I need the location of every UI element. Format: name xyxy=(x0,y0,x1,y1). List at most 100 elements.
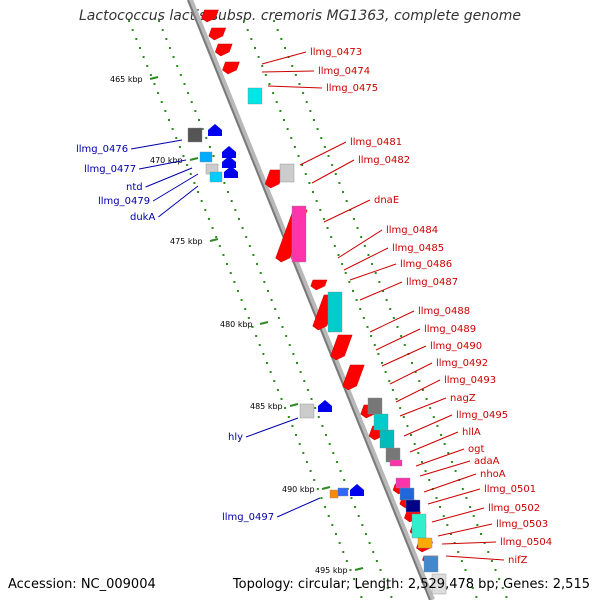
label-leader-line xyxy=(423,473,477,493)
track-dot xyxy=(229,272,232,274)
gene-label[interactable]: llmg_0495 xyxy=(456,410,508,421)
gene-label[interactable]: ntd xyxy=(126,182,143,193)
label-leader-line xyxy=(369,310,415,333)
gene-box xyxy=(411,513,427,539)
track-dot xyxy=(436,425,439,427)
gene-label[interactable]: llmg_0493 xyxy=(444,375,496,386)
track-dot xyxy=(226,263,229,265)
gene-label[interactable]: llmg_0479 xyxy=(98,196,150,207)
gene-label[interactable]: llmg_0477 xyxy=(84,164,136,175)
track-dot xyxy=(138,47,141,49)
track-dot xyxy=(490,560,493,562)
track-dot xyxy=(435,497,438,499)
track-dot xyxy=(211,227,214,229)
track-dot xyxy=(349,209,352,211)
gene-label[interactable]: hly xyxy=(228,432,243,443)
track-dot xyxy=(288,344,291,346)
gene-label[interactable]: llmg_0487 xyxy=(406,277,458,288)
gene-label[interactable]: llmg_0489 xyxy=(424,324,476,335)
gene-arrow xyxy=(214,43,233,57)
track-dot xyxy=(322,218,325,220)
gene-box xyxy=(291,205,307,263)
track-dot xyxy=(269,371,272,373)
track-dot xyxy=(333,245,336,247)
gene-label[interactable]: llmg_0497 xyxy=(222,512,274,523)
gene-label[interactable]: llmg_0504 xyxy=(500,537,552,548)
track-dot xyxy=(332,452,335,454)
track-dot xyxy=(230,200,233,202)
gene-label[interactable]: llmg_0474 xyxy=(318,66,370,77)
gene-box xyxy=(279,163,295,183)
track-dot xyxy=(286,128,289,130)
track-dot xyxy=(190,101,193,103)
track-dot xyxy=(317,416,320,418)
gene-label[interactable]: ogt xyxy=(468,444,484,455)
gene-box xyxy=(329,489,339,499)
gene-label[interactable]: llmg_0482 xyxy=(358,155,410,166)
track-dot xyxy=(243,20,246,22)
gene-label[interactable]: llmg_0485 xyxy=(392,243,444,254)
gene-label[interactable]: llmg_0490 xyxy=(430,341,482,352)
track-dot xyxy=(440,434,443,436)
gene-arrow xyxy=(201,9,219,23)
gene-label[interactable]: llmg_0486 xyxy=(400,259,452,270)
label-leader-line xyxy=(261,51,307,65)
track-dot xyxy=(244,308,247,310)
gene-label[interactable]: llmg_0488 xyxy=(418,306,470,317)
track-dot xyxy=(319,209,322,211)
gene-label[interactable]: llmg_0481 xyxy=(350,137,402,148)
track-dot xyxy=(370,335,373,337)
track-dot xyxy=(277,317,280,319)
accession-text: Accession: NC_009004 xyxy=(8,577,156,592)
track-dot xyxy=(348,281,351,283)
gene-label[interactable]: adaA xyxy=(474,456,500,467)
gene-box xyxy=(431,573,447,595)
track-dot xyxy=(432,416,435,418)
gene-label[interactable]: nhoA xyxy=(480,469,506,480)
gene-label[interactable]: dnaE xyxy=(374,195,399,206)
track-dot xyxy=(375,560,378,562)
track-dot xyxy=(391,389,394,391)
label-leader-line xyxy=(419,460,471,477)
track-dot xyxy=(276,389,279,391)
track-dot xyxy=(256,263,259,265)
gene-label[interactable]: llmg_0476 xyxy=(76,144,128,155)
gene-label[interactable]: llmg_0492 xyxy=(436,358,488,369)
gene-label[interactable]: llmg_0484 xyxy=(386,225,438,236)
gene-label[interactable]: llmg_0503 xyxy=(496,519,548,530)
gene-label[interactable]: llmg_0473 xyxy=(310,47,362,58)
gene-label[interactable]: nagZ xyxy=(450,393,476,404)
tick-mark xyxy=(321,486,331,490)
gene-label[interactable]: llmg_0475 xyxy=(326,83,378,94)
track-dot xyxy=(326,227,329,229)
track-dot xyxy=(207,218,210,220)
label-leader-line xyxy=(409,431,459,453)
track-dot xyxy=(194,110,197,112)
track-dot xyxy=(309,470,312,472)
track-dot xyxy=(222,254,225,256)
tick-label: 465 kbp xyxy=(110,75,143,84)
track-dot xyxy=(390,596,393,598)
track-dot xyxy=(483,542,486,544)
track-dot xyxy=(153,83,156,85)
gene-label[interactable]: nifZ xyxy=(508,555,528,566)
track-dot xyxy=(323,146,326,148)
label-leader-line xyxy=(349,263,397,281)
gene-label[interactable]: llmg_0502 xyxy=(488,503,540,514)
track-dot xyxy=(443,443,446,445)
track-dot xyxy=(384,371,387,373)
label-leader-line xyxy=(343,247,389,271)
label-leader-line xyxy=(359,281,403,301)
track-dot xyxy=(372,551,375,553)
track-dot xyxy=(247,317,250,319)
track-dot xyxy=(287,416,290,418)
gene-label[interactable]: llmg_0501 xyxy=(484,484,536,495)
track-dot xyxy=(378,281,381,283)
track-dot xyxy=(160,101,163,103)
gene-label[interactable]: hllA xyxy=(462,427,481,438)
tick-mark xyxy=(354,567,364,571)
gene-label[interactable]: dukA xyxy=(130,212,155,223)
gene-arrow xyxy=(342,364,365,391)
gene-box xyxy=(187,127,203,143)
track-dot xyxy=(314,407,317,409)
